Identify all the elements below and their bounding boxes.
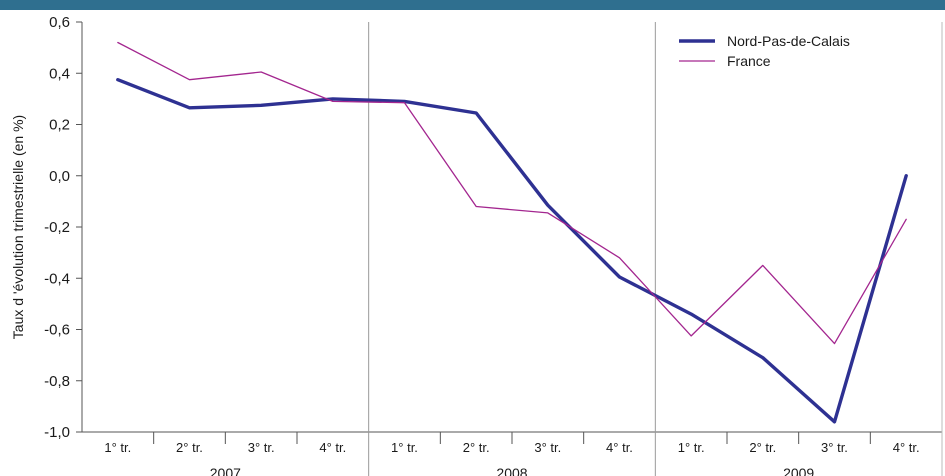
series-layer [116,41,908,424]
x-tick-label: 4° tr. [319,440,346,455]
y-axis: 0,6 0,4 0,2 0,0 -0,2 -0,4 -0,6 -0,8 -1,0 [44,14,82,441]
legend-label: Nord-Pas-de-Calais [727,33,850,49]
legend: Nord-Pas-de-Calais France [679,33,850,69]
x-tick-label: 4° tr. [606,440,633,455]
y-tick-label: -0,6 [44,322,70,339]
series-line-france [117,41,907,345]
x-tick-label: 3° tr. [534,440,561,455]
x-tick-label: 1° tr. [391,440,418,455]
y-tick-label: 0,2 [49,117,70,134]
year-label: 2009 [783,465,814,476]
series-line-nord-pas-de-calais [116,77,908,424]
x-tick-label: 3° tr. [248,440,275,455]
x-tick-label: 2° tr. [176,440,203,455]
y-tick-label: -0,8 [44,373,70,390]
y-tick-label: 0,4 [49,65,70,82]
x-tick-label: 2° tr. [749,440,776,455]
plot-frame [81,22,943,476]
year-label: 2007 [210,465,241,476]
year-label: 2008 [496,465,527,476]
y-axis-label: Taux d 'évolution trimestrielle (en %) [10,115,26,339]
x-tick-label: 1° tr. [104,440,131,455]
y-tick-label: 0,6 [49,14,70,31]
y-tick-label: 0,0 [49,168,70,185]
x-tick-label: 2° tr. [463,440,490,455]
x-tick-label: 1° tr. [678,440,705,455]
y-tick-label: -0,2 [44,219,70,236]
x-tick-label: 4° tr. [893,440,920,455]
x-axis: 1° tr. 2° tr. 3° tr. 4° tr. 1° tr. 2° tr. 3° t… [104,432,920,476]
header-bar [0,0,945,10]
x-tick-label: 3° tr. [821,440,848,455]
y-tick-label: -0,4 [44,270,70,287]
legend-label: France [727,53,771,69]
y-tick-label: -1,0 [44,424,70,441]
